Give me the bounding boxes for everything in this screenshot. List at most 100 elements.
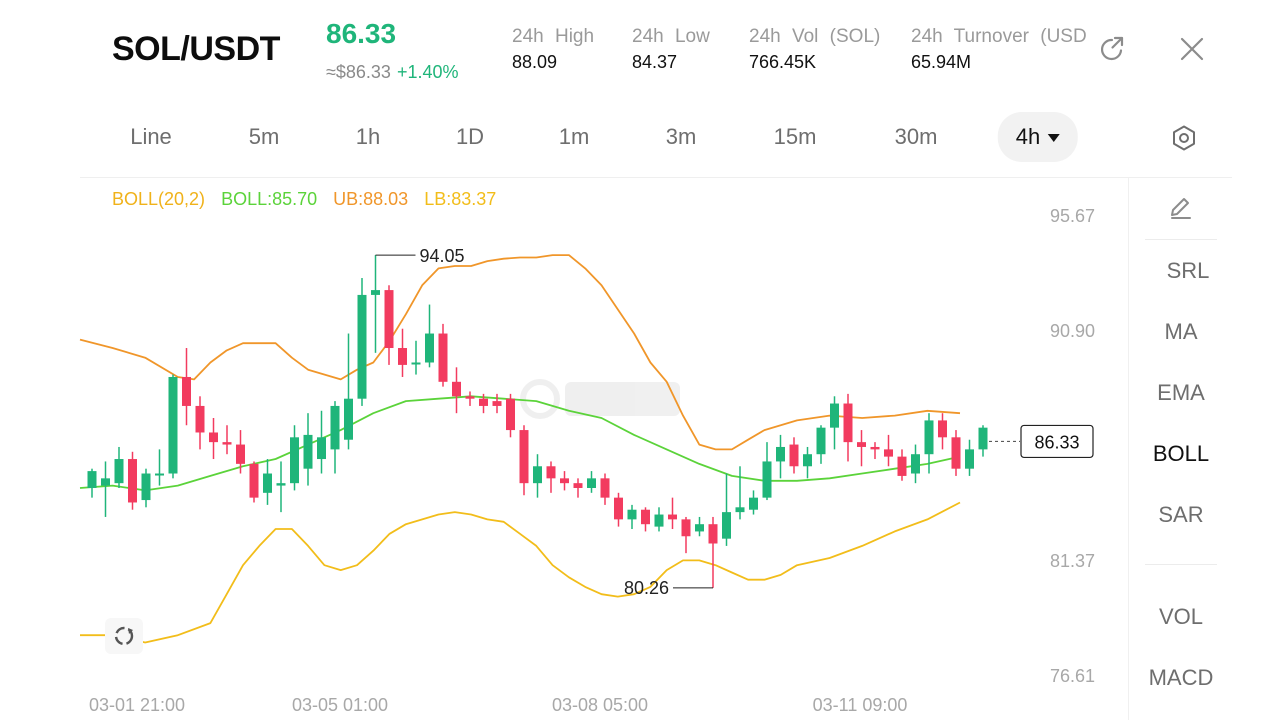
pair-title[interactable]: SOL/USDT bbox=[112, 30, 280, 68]
divider bbox=[1145, 564, 1217, 565]
share-icon[interactable] bbox=[1095, 32, 1129, 66]
candle bbox=[641, 507, 650, 532]
y-axis-tick: 76.61 bbox=[1050, 666, 1095, 686]
high-marker-label: 94.05 bbox=[420, 246, 465, 266]
y-axis-tick: 90.90 bbox=[1050, 321, 1095, 341]
tab-30m[interactable]: 30m bbox=[894, 124, 938, 149]
candle bbox=[344, 333, 353, 450]
indicator-boll[interactable]: BOLL bbox=[1152, 441, 1210, 466]
stat-24h-vol: 24h Vol (SOL) 766.45K bbox=[749, 26, 924, 73]
divider bbox=[80, 177, 1232, 178]
tab-1m[interactable]: 1m bbox=[558, 124, 590, 149]
x-axis-tick: 03-01 21:00 bbox=[89, 695, 185, 715]
candle bbox=[87, 468, 97, 498]
candle bbox=[749, 490, 758, 515]
close-icon[interactable] bbox=[1175, 32, 1209, 66]
candle bbox=[519, 425, 529, 496]
candle bbox=[479, 393, 488, 414]
stat-label: 24h Turnover (USDT) bbox=[911, 26, 1086, 47]
candle bbox=[627, 504, 637, 530]
candle bbox=[857, 430, 866, 467]
candle bbox=[803, 446, 812, 479]
candle bbox=[141, 468, 151, 508]
stat-value: 88.09 bbox=[512, 52, 558, 72]
candle bbox=[897, 449, 907, 481]
tab-1h[interactable]: 1h bbox=[355, 124, 381, 149]
candle bbox=[830, 396, 839, 450]
candlestick-chart[interactable]: 94.05 80.26 86.33 95.67 90.90 81.37 76.61 03-0… bbox=[0, 178, 1128, 720]
low-marker-label: 80.26 bbox=[624, 578, 669, 598]
caret-down-icon bbox=[1048, 134, 1061, 143]
tab-3m[interactable]: 3m bbox=[665, 124, 697, 149]
candle bbox=[492, 393, 502, 414]
boll-legend: BOLL(20,2) BOLL:85.70 UB:88.03 LB:83.37 bbox=[112, 189, 512, 210]
candle bbox=[195, 396, 205, 450]
candle bbox=[870, 442, 880, 460]
candle bbox=[303, 413, 313, 486]
candle bbox=[614, 492, 623, 527]
candle bbox=[168, 374, 178, 479]
x-axis-tick: 03-08 05:00 bbox=[552, 695, 648, 715]
settings-icon[interactable] bbox=[1164, 112, 1204, 162]
last-price-tag-label: 86.33 bbox=[1034, 432, 1079, 452]
stat-value: 84.37 bbox=[632, 52, 678, 72]
boll-params: BOLL(20,2) bbox=[112, 189, 206, 209]
x-axis-tick: 03-05 01:00 bbox=[292, 695, 388, 715]
candle bbox=[681, 516, 691, 554]
candle bbox=[209, 418, 218, 460]
divider bbox=[1145, 239, 1217, 240]
candle bbox=[155, 449, 164, 486]
indicator-sar[interactable]: SAR bbox=[1158, 502, 1204, 527]
price-change: +1.40% bbox=[396, 62, 459, 82]
boll-lb-value: LB:83.37 bbox=[424, 189, 497, 209]
candle bbox=[182, 348, 191, 426]
candle bbox=[695, 516, 704, 537]
candle bbox=[222, 425, 232, 455]
candle bbox=[722, 473, 731, 546]
tab-4h-dropdown[interactable]: 4h bbox=[997, 112, 1079, 162]
stat-24h-low: 24h Low 84.37 bbox=[632, 26, 807, 73]
boll-upper-line bbox=[79, 254, 961, 451]
indicator-ema[interactable]: EMA bbox=[1157, 380, 1205, 405]
boll-lower-line bbox=[80, 501, 961, 644]
indicator-macd[interactable]: MACD bbox=[1148, 665, 1214, 690]
stat-label: 24h Vol (SOL) bbox=[749, 26, 881, 47]
candle bbox=[951, 430, 961, 476]
candle bbox=[668, 497, 677, 530]
sync-icon[interactable] bbox=[105, 618, 143, 654]
candle bbox=[101, 461, 110, 517]
candle bbox=[384, 285, 394, 365]
last-price: 86.33 bbox=[326, 18, 397, 49]
candle bbox=[290, 425, 299, 491]
tab-line[interactable]: Line bbox=[130, 124, 172, 149]
y-axis-tick: 81.37 bbox=[1050, 551, 1095, 571]
x-axis-tick: 03-11 09:00 bbox=[813, 695, 908, 715]
tab-4h-label: 4h bbox=[1015, 124, 1041, 149]
indicator-vol[interactable]: VOL bbox=[1158, 604, 1204, 629]
candle bbox=[965, 439, 974, 476]
stat-label: 24h Low bbox=[632, 26, 710, 47]
pencil-icon[interactable] bbox=[1129, 194, 1233, 228]
candle bbox=[425, 304, 434, 368]
tab-1d[interactable]: 1D bbox=[455, 124, 485, 149]
candle bbox=[816, 425, 826, 464]
candle bbox=[411, 340, 421, 375]
candle bbox=[546, 461, 556, 493]
indicator-panel: SRL MA EMA BOLL SAR VOL MACD bbox=[1128, 178, 1232, 720]
y-axis-tick: 95.67 bbox=[1050, 206, 1095, 226]
candle bbox=[587, 471, 596, 493]
tab-15m[interactable]: 15m bbox=[773, 124, 817, 149]
boll-middle-line bbox=[79, 395, 961, 492]
boll-mid-value: BOLL:85.70 bbox=[221, 189, 318, 209]
candle bbox=[263, 459, 272, 505]
stat-24h-high: 24h High 88.09 bbox=[512, 26, 687, 73]
tab-5m[interactable]: 5m bbox=[248, 124, 280, 149]
candle bbox=[465, 391, 475, 406]
candle bbox=[438, 323, 448, 387]
stat-value: 766.45K bbox=[749, 52, 817, 72]
candle bbox=[560, 471, 569, 491]
stat-24h-turnover: 24h Turnover (USDT) 65.94M bbox=[911, 26, 1086, 73]
indicator-ma[interactable]: MA bbox=[1164, 319, 1198, 344]
candle bbox=[911, 444, 920, 484]
indicator-srl[interactable]: SRL bbox=[1166, 258, 1210, 283]
